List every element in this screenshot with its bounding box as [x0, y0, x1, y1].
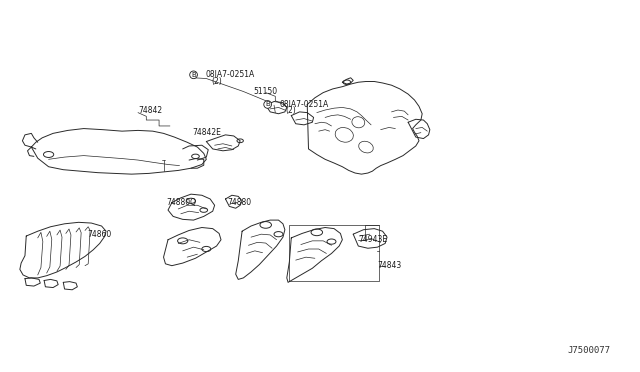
Text: 74843: 74843	[378, 261, 402, 270]
Text: B: B	[191, 72, 196, 78]
Text: 74842E: 74842E	[192, 128, 221, 137]
Text: 51150: 51150	[253, 87, 277, 96]
Text: 08IA7-0251A: 08IA7-0251A	[279, 100, 328, 109]
Text: (2): (2)	[285, 106, 296, 115]
Text: B: B	[265, 102, 270, 108]
Text: 08IA7-0251A: 08IA7-0251A	[205, 70, 254, 79]
Text: 74842: 74842	[138, 106, 162, 115]
Text: 74880: 74880	[227, 198, 252, 207]
Text: 74860: 74860	[87, 230, 111, 239]
Text: 74943E: 74943E	[358, 235, 387, 244]
Text: J7500077: J7500077	[568, 346, 611, 355]
Text: (2): (2)	[211, 77, 222, 86]
Text: 74880Q: 74880Q	[167, 198, 196, 207]
